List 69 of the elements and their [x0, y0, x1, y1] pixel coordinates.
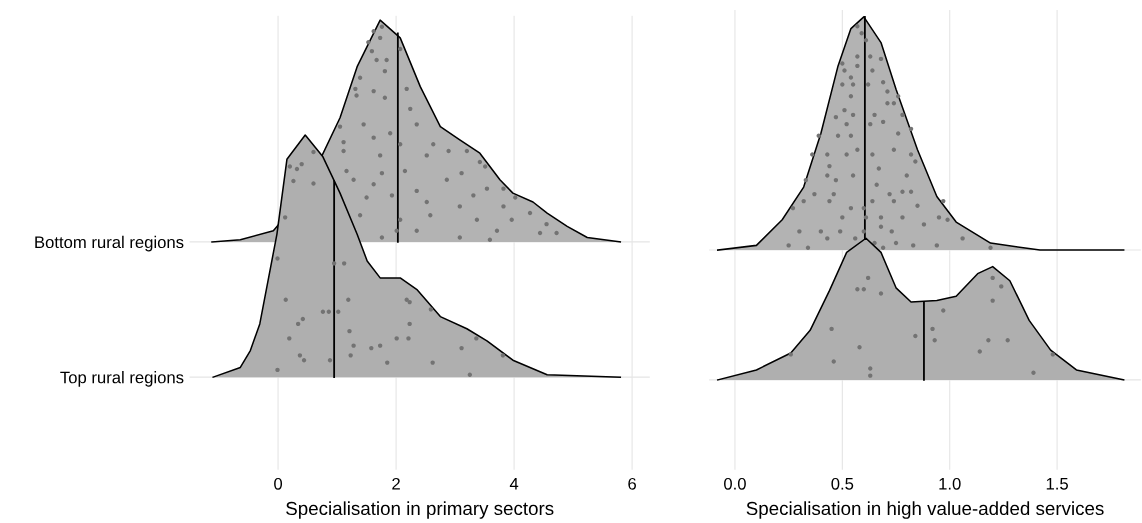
- point: [986, 338, 991, 343]
- point: [295, 321, 301, 327]
- point: [459, 345, 464, 351]
- point: [347, 328, 352, 334]
- point: [829, 326, 834, 332]
- point: [348, 353, 353, 358]
- point: [331, 261, 337, 266]
- point: [341, 261, 347, 266]
- point: [299, 161, 304, 167]
- point: [326, 309, 332, 314]
- point: [369, 345, 374, 351]
- point: [311, 149, 316, 155]
- point: [930, 326, 935, 332]
- x-tick-label: 2: [392, 477, 400, 490]
- point: [1050, 352, 1055, 357]
- point: [428, 307, 434, 312]
- point: [394, 336, 399, 341]
- point: [294, 166, 300, 172]
- x-tick-label: 1.0: [939, 477, 961, 490]
- point: [868, 373, 873, 378]
- point: [831, 359, 836, 364]
- x-tick-label: 0: [274, 477, 283, 490]
- point: [977, 349, 982, 354]
- point: [297, 353, 303, 358]
- point: [377, 343, 383, 348]
- point: [1031, 370, 1036, 376]
- point: [999, 284, 1004, 289]
- point: [301, 358, 307, 363]
- point: [287, 164, 293, 169]
- point: [913, 333, 918, 339]
- x-tick-label: 6: [628, 477, 636, 490]
- point: [855, 287, 860, 292]
- point: [878, 291, 884, 296]
- point: [406, 336, 411, 341]
- x-tick-label: 1.5: [1046, 478, 1068, 490]
- point: [500, 353, 506, 358]
- point: [336, 309, 341, 314]
- x-tick-label: 0.0: [724, 477, 746, 490]
- point: [283, 297, 288, 302]
- point: [385, 360, 390, 365]
- point: [861, 287, 867, 292]
- point: [407, 321, 412, 327]
- point: [1005, 338, 1010, 343]
- point: [941, 308, 946, 313]
- point: [327, 358, 333, 363]
- point: [300, 316, 306, 322]
- x-tick-label: 4: [509, 478, 519, 490]
- point: [346, 297, 351, 302]
- point: [467, 372, 473, 377]
- point: [275, 367, 280, 373]
- x-axis-title: Specialisation in primary sectors: [286, 501, 554, 519]
- point: [282, 215, 288, 220]
- point: [474, 336, 479, 341]
- point: [320, 309, 326, 314]
- point: [430, 360, 435, 365]
- point: [351, 343, 356, 348]
- point: [857, 345, 862, 350]
- point: [990, 298, 995, 303]
- point: [788, 352, 793, 357]
- point: [865, 275, 871, 281]
- point: [287, 336, 292, 341]
- point: [990, 275, 995, 281]
- point: [868, 366, 873, 371]
- series-label: Bottom rural regions: [35, 235, 184, 252]
- x-tick-label: 0.5: [831, 477, 854, 490]
- point: [932, 338, 937, 343]
- series-label: Top rural regions: [60, 371, 184, 387]
- point: [291, 178, 296, 184]
- x-axis-title: Specialisation in high value-added services: [746, 501, 1104, 519]
